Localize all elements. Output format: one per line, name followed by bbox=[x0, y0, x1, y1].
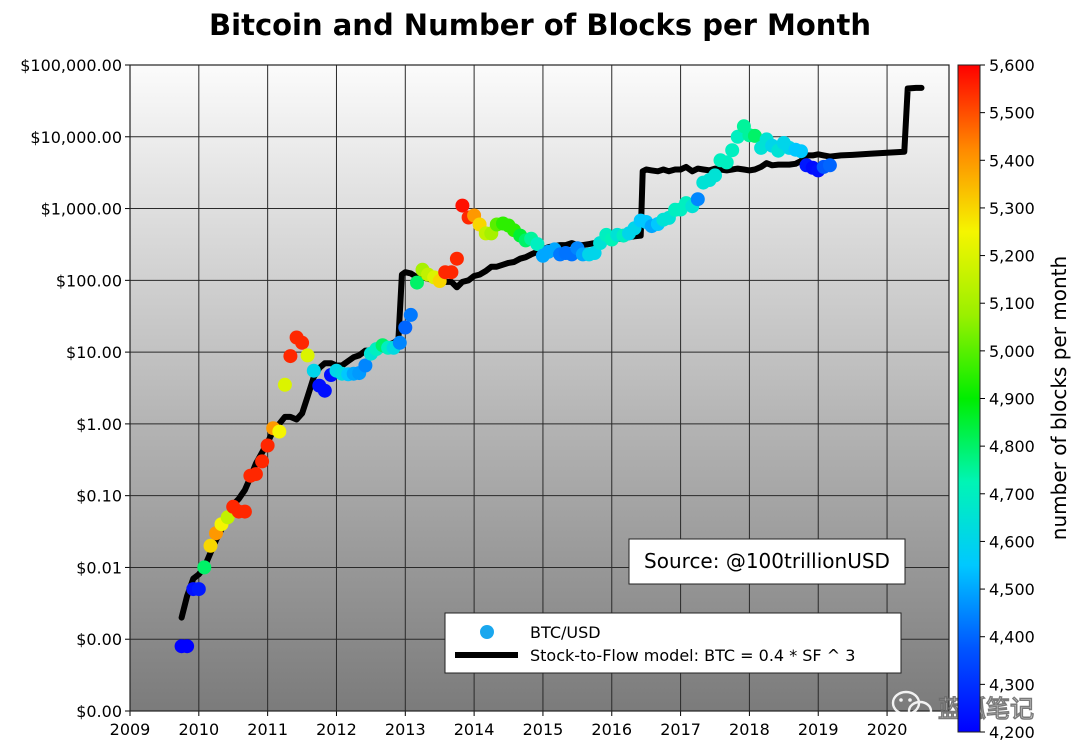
colorbar-tick-label: 4,300 bbox=[989, 675, 1035, 694]
colorbar-tick-label: 4,800 bbox=[989, 437, 1035, 456]
btc-usd-point bbox=[260, 438, 275, 453]
colorbar-tick-label: 5,600 bbox=[989, 56, 1035, 75]
y-tick-label: $1,000.00 bbox=[41, 200, 122, 219]
btc-usd-point bbox=[248, 467, 263, 482]
x-axis: 2009 2010 2011 2012 2013 2014 2015 2016 2017 2018… bbox=[110, 711, 908, 739]
colorbar-tick-label: 4,900 bbox=[989, 390, 1035, 409]
btc-usd-point bbox=[455, 198, 470, 213]
btc-usd-point bbox=[392, 335, 407, 350]
x-tick-label: 2016 bbox=[591, 720, 632, 739]
y-axis: $0.00 $0.00 $0.01 $0.10 $1.00 $10.00 $100.00 $1… bbox=[20, 56, 130, 721]
btc-usd-point bbox=[690, 192, 705, 207]
btc-usd-point bbox=[220, 510, 235, 525]
btc-usd-point bbox=[730, 129, 745, 144]
wechat-icon bbox=[891, 690, 933, 722]
btc-usd-point bbox=[719, 155, 734, 170]
legend-label-s2f: Stock-to-Flow model: BTC = 0.4 * SF ^ 3 bbox=[530, 646, 855, 665]
colorbar-tick-label: 5,300 bbox=[989, 199, 1035, 218]
colorbar-tick-label: 4,400 bbox=[989, 628, 1035, 647]
x-tick-label: 2017 bbox=[660, 720, 701, 739]
colorbar bbox=[957, 64, 981, 733]
btc-usd-point bbox=[272, 424, 287, 439]
legend-marker-btc-usd bbox=[480, 625, 494, 639]
btc-usd-point bbox=[283, 349, 298, 364]
source-annotation-text: Source: @100trillionUSD bbox=[644, 549, 890, 573]
legend-label-btc-usd: BTC/USD bbox=[530, 623, 601, 642]
y-tick-label: $1.00 bbox=[76, 415, 122, 434]
x-tick-label: 2014 bbox=[454, 720, 495, 739]
legend: BTC/USD Stock-to-Flow model: BTC = 0.4 *… bbox=[444, 612, 902, 674]
btc-usd-point bbox=[530, 237, 545, 252]
btc-usd-point bbox=[203, 538, 218, 553]
colorbar-tick-label: 5,100 bbox=[989, 294, 1035, 313]
btc-usd-point bbox=[747, 128, 762, 143]
x-tick-label: 2009 bbox=[110, 720, 151, 739]
y-tick-label: $0.10 bbox=[76, 487, 122, 506]
y-tick-label: $100.00 bbox=[56, 271, 122, 290]
colorbar-tick-label: 4,500 bbox=[989, 580, 1035, 599]
btc-usd-point bbox=[191, 582, 206, 597]
btc-usd-point bbox=[398, 320, 413, 335]
btc-usd-point bbox=[410, 275, 424, 290]
btc-usd-point bbox=[317, 383, 332, 398]
x-tick-label: 2013 bbox=[385, 720, 426, 739]
btc-usd-point bbox=[358, 358, 373, 373]
colorbar-tick-label: 4,600 bbox=[989, 532, 1035, 551]
y-tick-label: $10.00 bbox=[66, 343, 122, 362]
x-tick-label: 2019 bbox=[798, 720, 839, 739]
btc-usd-point bbox=[255, 454, 270, 469]
x-tick-label: 2010 bbox=[178, 720, 219, 739]
x-tick-label: 2012 bbox=[316, 720, 357, 739]
btc-usd-point bbox=[197, 560, 212, 575]
colorbar-ticks: 4,200 4,300 4,400 4,500 4,600 4,700 4,800 4,900… bbox=[980, 56, 1035, 742]
x-tick-label: 2011 bbox=[247, 720, 288, 739]
colorbar-tick-label: 5,000 bbox=[989, 342, 1035, 361]
chart-title: Bitcoin and Number of Blocks per Month bbox=[209, 8, 871, 42]
btc-usd-point bbox=[708, 168, 722, 183]
btc-usd-point bbox=[725, 143, 740, 158]
btc-usd-point bbox=[403, 307, 418, 322]
btc-usd-point bbox=[306, 363, 321, 378]
btc-usd-point bbox=[822, 158, 837, 173]
x-tick-label: 2015 bbox=[523, 720, 564, 739]
btc-usd-point bbox=[180, 639, 195, 654]
y-tick-label: $0.00 bbox=[76, 630, 122, 649]
btc-usd-point bbox=[295, 335, 310, 350]
btc-usd-point bbox=[237, 504, 252, 519]
legend-box bbox=[444, 612, 902, 674]
colorbar-tick-label: 5,500 bbox=[989, 104, 1035, 123]
y-tick-label: $10,000.00 bbox=[30, 128, 122, 147]
btc-usd-point bbox=[794, 144, 808, 159]
stock-to-flow-line bbox=[178, 84, 925, 621]
colorbar-tick-label: 4,700 bbox=[989, 485, 1035, 504]
colorbar-label: number of blocks per month bbox=[1047, 256, 1071, 540]
y-tick-label: $100,000.00 bbox=[20, 56, 122, 75]
colorbar-tick-label: 5,400 bbox=[989, 151, 1035, 170]
source-annotation: Source: @100trillionUSD bbox=[628, 538, 906, 585]
x-tick-label: 2018 bbox=[729, 720, 770, 739]
y-tick-label: $0.01 bbox=[76, 558, 122, 577]
plot-frame bbox=[129, 64, 950, 712]
watermark: 蓝狐笔记 bbox=[891, 690, 1034, 723]
btc-usd-point bbox=[277, 377, 292, 392]
watermark-text: 蓝狐笔记 bbox=[938, 695, 1034, 723]
x-tick-label: 2020 bbox=[867, 720, 908, 739]
colorbar-tick-label: 5,200 bbox=[989, 247, 1035, 266]
btc-usd-point bbox=[444, 265, 459, 280]
y-tick-label: $0.00 bbox=[76, 702, 122, 721]
btc-usd-point bbox=[449, 251, 464, 266]
btc-usd-points bbox=[174, 119, 837, 654]
btc-usd-point bbox=[300, 348, 315, 363]
colorbar-tick-label: 4,200 bbox=[989, 723, 1035, 742]
